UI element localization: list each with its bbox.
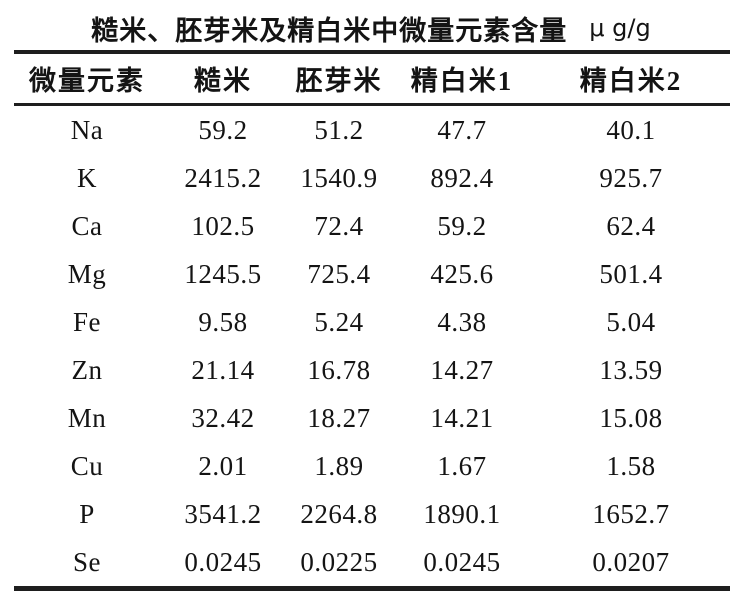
value-cell: 925.7 (599, 162, 663, 193)
table-row: P 3541.2 2264.8 1890.1 1652.7 (14, 490, 730, 538)
value-cell: 47.7 (437, 114, 487, 145)
table-row: Fe 9.58 5.24 4.38 5.04 (14, 298, 730, 346)
value-cell: 3541.2 (184, 498, 262, 529)
value-cell: 5.04 (606, 306, 656, 337)
header-row: 微量元素 糙米 胚芽米 精白米1 精白米2 (14, 52, 730, 106)
header-element: 微量元素 (14, 52, 160, 106)
element-cell: Na (70, 114, 104, 145)
value-cell: 40.1 (606, 114, 656, 145)
element-cell: K (77, 162, 97, 193)
table-unit: μ g/g (589, 14, 651, 42)
value-cell: 2264.8 (300, 498, 378, 529)
header-polished-rice-1: 精白米1 (392, 52, 532, 106)
value-cell: 1890.1 (423, 498, 501, 529)
element-cell: Cu (70, 450, 104, 481)
table-row: Mn 32.42 18.27 14.21 15.08 (14, 394, 730, 442)
value-cell: 2415.2 (184, 162, 262, 193)
value-cell: 0.0207 (592, 546, 670, 577)
value-cell: 892.4 (430, 162, 494, 193)
value-cell: 32.42 (191, 402, 255, 433)
value-cell: 13.59 (599, 354, 663, 385)
value-cell: 4.38 (437, 306, 487, 337)
value-cell: 59.2 (437, 210, 487, 241)
value-cell: 16.78 (307, 354, 371, 385)
table-row: Cu 2.01 1.89 1.67 1.58 (14, 442, 730, 490)
value-cell: 0.0245 (184, 546, 262, 577)
table-body: Na 59.2 51.2 47.7 40.1 K 2415.2 1540.9 892.4 925.… (14, 105, 730, 589)
element-cell: Fe (73, 306, 101, 337)
value-cell: 2.01 (198, 450, 248, 481)
value-cell: 15.08 (599, 402, 663, 433)
value-cell: 0.0225 (300, 546, 378, 577)
table-header: 微量元素 糙米 胚芽米 精白米1 精白米2 (14, 52, 730, 106)
value-cell: 5.24 (314, 306, 364, 337)
value-cell: 72.4 (314, 210, 364, 241)
value-cell: 425.6 (430, 258, 494, 289)
header-germ-rice: 胚芽米 (286, 52, 392, 106)
value-cell: 59.2 (198, 114, 248, 145)
value-cell: 14.21 (430, 402, 494, 433)
table-row: Zn 21.14 16.78 14.27 13.59 (14, 346, 730, 394)
value-cell: 9.58 (198, 306, 248, 337)
value-cell: 51.2 (314, 114, 364, 145)
element-cell: Mg (67, 258, 107, 289)
value-cell: 1.89 (314, 450, 364, 481)
value-cell: 1.67 (437, 450, 487, 481)
table-row: K 2415.2 1540.9 892.4 925.7 (14, 154, 730, 202)
element-cell: P (79, 498, 95, 529)
value-cell: 501.4 (599, 258, 663, 289)
element-cell: Zn (71, 354, 103, 385)
table-row: Na 59.2 51.2 47.7 40.1 (14, 105, 730, 155)
header-polished-rice-2: 精白米2 (532, 52, 730, 106)
trace-elements-table: 微量元素 糙米 胚芽米 精白米1 精白米2 Na 59.2 51.2 47.7 40.1… (14, 50, 730, 591)
table-title-row: 糙米、胚芽米及精白米中微量元素含量 μ g/g (0, 0, 742, 50)
table-row: Ca 102.5 72.4 59.2 62.4 (14, 202, 730, 250)
value-cell: 1540.9 (300, 162, 378, 193)
value-cell: 1652.7 (592, 498, 670, 529)
value-cell: 21.14 (191, 354, 255, 385)
value-cell: 1245.5 (184, 258, 262, 289)
element-cell: Se (73, 546, 101, 577)
table-title: 糙米、胚芽米及精白米中微量元素含量 (91, 15, 568, 46)
element-cell: Mn (67, 402, 107, 433)
value-cell: 18.27 (307, 402, 371, 433)
value-cell: 0.0245 (423, 546, 501, 577)
header-brown-rice: 糙米 (160, 52, 286, 106)
table-row: Se 0.0245 0.0225 0.0245 0.0207 (14, 538, 730, 589)
element-cell: Ca (71, 210, 103, 241)
value-cell: 62.4 (606, 210, 656, 241)
value-cell: 725.4 (307, 258, 371, 289)
table-row: Mg 1245.5 725.4 425.6 501.4 (14, 250, 730, 298)
value-cell: 102.5 (191, 210, 255, 241)
value-cell: 14.27 (430, 354, 494, 385)
value-cell: 1.58 (606, 450, 656, 481)
